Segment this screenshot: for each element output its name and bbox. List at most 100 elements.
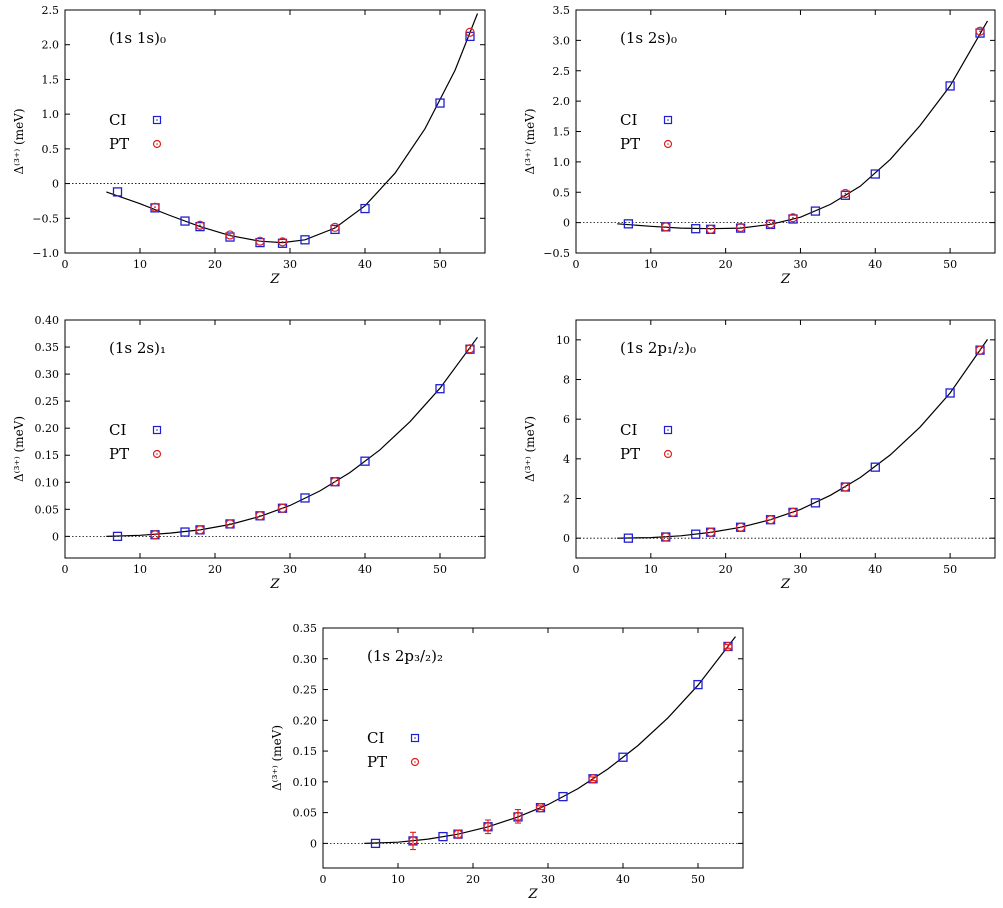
data-point-pt-dot — [592, 777, 594, 780]
y-tick-label: −0.5 — [32, 212, 59, 225]
y-tick-label: 0.40 — [35, 314, 60, 327]
plot-frame — [322, 627, 744, 869]
y-tick-label: 3.5 — [553, 4, 571, 17]
fit-curve — [617, 20, 989, 230]
legend-marker-dot — [667, 143, 669, 145]
data-point-pt-dot — [229, 523, 231, 525]
data-point-pt-dot — [259, 514, 261, 517]
y-tick-label: 0.15 — [35, 449, 60, 462]
data-point-pt — [453, 829, 463, 839]
x-tick-label: 20 — [466, 873, 480, 886]
legend-marker-dot — [414, 761, 416, 763]
y-tick-label: 0.5 — [42, 143, 60, 156]
data-point-pt-dot — [199, 528, 201, 531]
data-point-ci — [618, 752, 628, 762]
data-point-pt-dot — [979, 30, 981, 33]
data-point-pt — [408, 836, 418, 846]
x-axis-label: Z — [269, 577, 280, 592]
y-tick-label: 8 — [563, 374, 570, 387]
data-point-pt — [975, 26, 985, 36]
legend-label-pt: PT — [367, 753, 387, 771]
y-axis-label: Δ⁽³⁺⁾ (meV) — [523, 108, 537, 174]
data-point-pt-dot — [457, 833, 459, 836]
data-point-pt — [225, 230, 235, 240]
legend-marker-square — [663, 115, 673, 125]
x-tick-label: 10 — [644, 563, 658, 576]
data-point-pt-dot — [769, 222, 772, 225]
data-point-pt — [588, 774, 598, 784]
legend-marker-dot — [414, 737, 416, 739]
chart-title: (1s 1s)₀ — [109, 29, 166, 47]
data-point-pt — [535, 803, 546, 813]
data-point-ci — [691, 529, 701, 539]
fit-curve — [364, 636, 736, 844]
y-tick-label: 2.5 — [42, 4, 60, 17]
y-tick-label: −0.5 — [543, 247, 570, 260]
data-point-ci — [180, 527, 190, 537]
x-tick-label: 20 — [719, 563, 733, 576]
data-point-pt-dot — [259, 240, 261, 243]
data-point-pt — [277, 237, 288, 247]
legend-marker-square — [410, 733, 420, 743]
legend-label-ci: CI — [620, 421, 637, 439]
y-tick-label: 0 — [310, 837, 317, 850]
data-point-pt — [330, 222, 340, 232]
x-axis-label: Z — [780, 577, 791, 592]
data-point-pt-dot — [739, 226, 742, 229]
x-tick-label: 0 — [573, 258, 580, 271]
x-tick-label: 10 — [133, 563, 147, 576]
data-point-pt — [788, 213, 798, 223]
y-tick-label: 6 — [563, 413, 570, 426]
data-point-ci — [180, 216, 190, 226]
data-point-pt — [150, 202, 160, 212]
y-axis-label: Δ⁽³⁺⁾ (meV) — [12, 108, 26, 174]
x-tick-label: 30 — [283, 563, 297, 576]
y-tick-label: 0.35 — [293, 622, 318, 635]
y-tick-label: 2.0 — [553, 95, 571, 108]
plot-frame — [64, 319, 486, 559]
data-point-ci — [810, 498, 821, 508]
y-tick-label: 0.25 — [35, 395, 60, 408]
data-point-ci — [370, 838, 381, 849]
y-tick-label: 0.05 — [35, 503, 60, 516]
data-point-ci — [623, 219, 634, 229]
legend-label-ci: CI — [367, 729, 384, 747]
data-point-pt-dot — [199, 224, 201, 227]
y-tick-label: 0.25 — [293, 684, 318, 697]
data-point-pt-dot — [979, 349, 981, 352]
data-point-pt — [706, 224, 716, 234]
data-point-ci — [945, 388, 955, 398]
data-point-pt — [195, 525, 205, 535]
chart-panel-1: 0 10 20 30 40 50 −1.0 −0.5 0 0.5 1.0 1.5 2.0 2.5 Z Δ⁽³⁺… — [12, 4, 486, 287]
y-tick-label: 10 — [556, 334, 570, 347]
data-point-pt — [840, 482, 850, 492]
y-tick-label: 1.5 — [42, 73, 60, 86]
data-point-pt — [736, 522, 746, 532]
y-tick-label: 3.0 — [553, 34, 571, 47]
y-tick-label: 0.10 — [293, 776, 318, 789]
y-tick-label: 0.05 — [293, 807, 318, 820]
data-point-pt-dot — [739, 526, 742, 529]
legend-label-ci: CI — [620, 111, 637, 129]
data-point-pt-dot — [487, 825, 489, 828]
legend-marker-dot — [667, 453, 669, 455]
data-point-ci — [112, 187, 123, 197]
data-point-pt-dot — [792, 511, 794, 514]
data-point-pt-dot — [154, 533, 156, 536]
plot-frame — [575, 319, 996, 559]
data-point-pt — [330, 477, 340, 487]
data-point-pt-dot — [792, 216, 794, 219]
data-point-pt — [723, 641, 733, 652]
legend-marker-circle — [663, 139, 673, 149]
data-point-pt-dot — [727, 645, 729, 648]
y-tick-label: 0.30 — [293, 653, 318, 666]
y-tick-label: 0.20 — [35, 422, 60, 435]
y-tick-label: 2 — [563, 493, 570, 506]
data-point-pt — [661, 532, 671, 542]
data-point-pt-dot — [844, 486, 847, 488]
chart-title: (1s 2p₃/₂)₂ — [367, 647, 443, 665]
data-point-ci — [693, 679, 703, 690]
chart-title: (1s 2s)₁ — [109, 339, 166, 357]
y-tick-label: 1.0 — [553, 156, 571, 169]
